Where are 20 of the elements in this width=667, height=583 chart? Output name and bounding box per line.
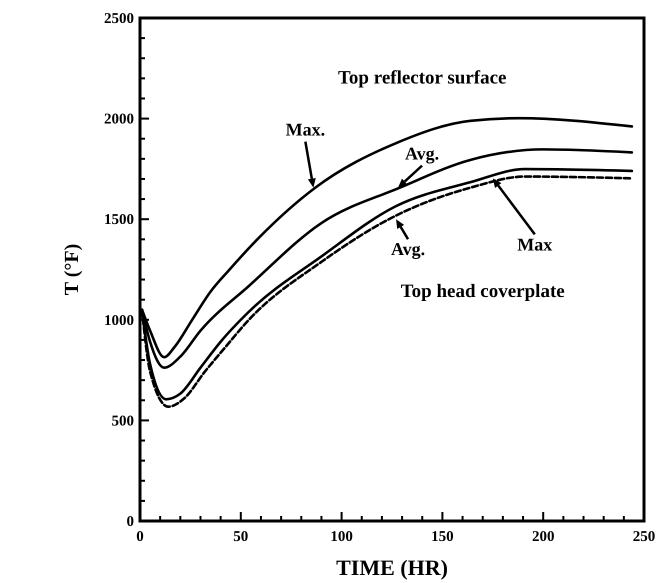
- y-tick-label: 1500: [104, 212, 134, 228]
- annotation: Top head coverplate: [400, 281, 565, 302]
- y-tick-label: 500: [112, 413, 134, 430]
- annotation: Max.: [286, 120, 326, 140]
- y-tick-label: 0: [126, 514, 134, 530]
- y-tick-label: 1000: [104, 312, 134, 329]
- y-axis-title: T (°F): [61, 244, 83, 296]
- x-tick-label: 50: [233, 529, 248, 545]
- y-tick-label: 2500: [104, 11, 134, 27]
- annotation: Top reflector surface: [338, 67, 506, 88]
- x-tick-label: 100: [330, 529, 353, 545]
- x-tick-label: 200: [532, 529, 554, 545]
- annotation: Max: [517, 234, 552, 254]
- annotation: Avg.: [404, 144, 440, 164]
- y-tick-label: 2000: [104, 112, 134, 128]
- x-tick-label: 250: [632, 529, 656, 545]
- x-axis-title: TIME (HR): [336, 555, 448, 580]
- x-tick-label: 150: [431, 529, 454, 545]
- annotation: Avg.: [390, 239, 426, 260]
- x-tick-label: 0: [136, 529, 144, 545]
